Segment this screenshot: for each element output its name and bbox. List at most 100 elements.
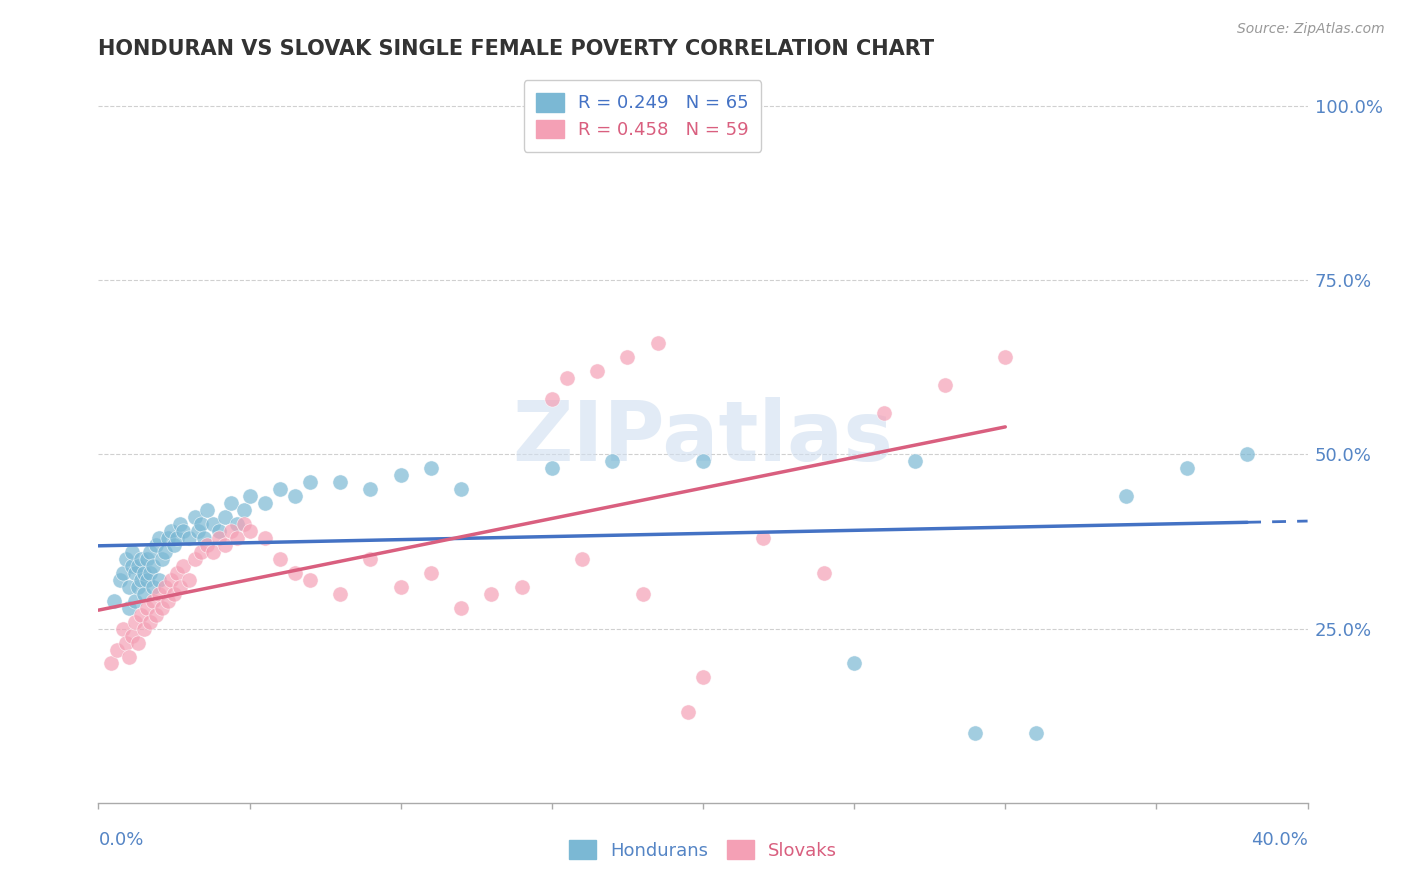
Point (193, 531, 215, 545)
Point (103, 594, 125, 608)
Point (132, 587, 155, 601)
Point (389, 580, 412, 594)
Point (124, 594, 146, 608)
Point (631, 587, 654, 601)
Point (111, 622, 134, 636)
Point (142, 594, 165, 608)
Point (994, 350, 1017, 364)
Point (190, 517, 212, 532)
Point (389, 468, 412, 483)
Legend: Hondurans, Slovaks: Hondurans, Slovaks (562, 833, 844, 867)
Point (555, 371, 578, 385)
Point (692, 670, 714, 684)
Point (602, 454, 624, 468)
Point (1236, 448, 1258, 462)
Point (965, 726, 987, 740)
Point (420, 566, 443, 580)
Point (692, 454, 714, 468)
Point (156, 531, 179, 545)
Point (232, 517, 254, 532)
Text: Source: ZipAtlas.com: Source: ZipAtlas.com (1237, 22, 1385, 37)
Point (139, 566, 162, 580)
Point (844, 657, 866, 671)
Point (284, 566, 307, 580)
Point (934, 377, 956, 392)
Point (163, 587, 186, 601)
Point (1024, 726, 1046, 740)
Point (135, 552, 157, 566)
Point (153, 580, 176, 594)
Point (481, 587, 503, 601)
Point (172, 524, 194, 538)
Text: 40.0%: 40.0% (1251, 830, 1308, 848)
Point (360, 552, 382, 566)
Point (169, 580, 191, 594)
Point (647, 336, 669, 351)
Point (571, 552, 593, 566)
Point (153, 545, 176, 559)
Point (208, 524, 231, 538)
Point (166, 531, 188, 545)
Point (121, 558, 143, 573)
Point (195, 503, 218, 517)
Point (239, 489, 262, 503)
Point (195, 538, 218, 552)
Point (202, 517, 225, 532)
Point (420, 461, 443, 475)
Point (540, 392, 562, 406)
Point (114, 552, 136, 566)
Point (232, 503, 254, 517)
Point (121, 629, 143, 643)
Point (221, 496, 243, 510)
Point (190, 545, 212, 559)
Point (226, 531, 249, 545)
Point (1175, 461, 1198, 475)
Point (105, 642, 128, 657)
Point (904, 454, 927, 468)
Point (127, 558, 149, 573)
Point (148, 573, 170, 587)
Point (253, 496, 276, 510)
Point (145, 538, 167, 552)
Point (166, 566, 188, 580)
Point (813, 566, 835, 580)
Point (132, 622, 155, 636)
Point (148, 531, 170, 545)
Point (127, 580, 149, 594)
Point (214, 510, 236, 524)
Point (156, 594, 179, 608)
Point (142, 580, 165, 594)
Point (129, 552, 152, 566)
Point (202, 545, 225, 559)
Point (586, 364, 609, 378)
Point (450, 600, 472, 615)
Point (163, 538, 186, 552)
Point (148, 587, 170, 601)
Point (187, 524, 209, 538)
Point (284, 489, 307, 503)
Point (752, 531, 775, 545)
Point (184, 552, 207, 566)
Point (121, 545, 143, 559)
Point (150, 552, 173, 566)
Point (139, 545, 162, 559)
Point (540, 461, 562, 475)
Text: 0.0%: 0.0% (98, 830, 143, 848)
Point (142, 558, 165, 573)
Point (299, 475, 322, 490)
Text: ZIPatlas: ZIPatlas (513, 397, 893, 477)
Point (450, 483, 472, 497)
Point (172, 558, 194, 573)
Point (360, 483, 382, 497)
Point (616, 350, 638, 364)
Point (221, 524, 243, 538)
Point (269, 483, 291, 497)
Point (676, 705, 699, 719)
Point (114, 635, 136, 649)
Point (108, 573, 131, 587)
Point (145, 607, 167, 622)
Point (100, 657, 122, 671)
Point (299, 573, 322, 587)
Point (253, 531, 276, 545)
Point (184, 510, 207, 524)
